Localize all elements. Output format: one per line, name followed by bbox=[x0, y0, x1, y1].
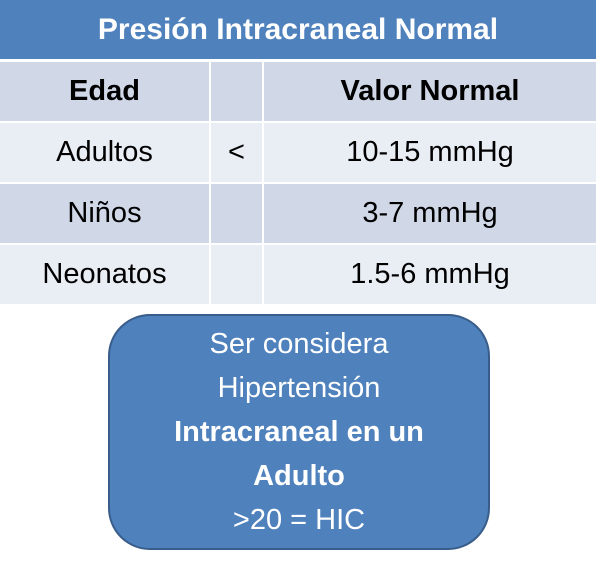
header-operator bbox=[211, 62, 264, 121]
callout-line-5: >20 = HIC bbox=[232, 504, 366, 536]
header-value: Valor Normal bbox=[340, 75, 520, 107]
row-value: 3-7 mmHg bbox=[362, 197, 498, 229]
row-value: 1.5-6 mmHg bbox=[350, 258, 510, 290]
table-row: Niños 3-7 mmHg bbox=[0, 184, 596, 245]
table-header-row: Edad Valor Normal bbox=[0, 62, 596, 123]
row-operator bbox=[211, 184, 264, 243]
header-age: Edad bbox=[0, 62, 211, 121]
row-age: Adultos bbox=[0, 123, 211, 182]
callout-line-4: Adulto bbox=[253, 460, 345, 492]
row-operator: < bbox=[211, 123, 264, 182]
table-title: Presión Intracraneal Normal bbox=[0, 0, 596, 62]
row-age: Neonatos bbox=[0, 245, 211, 304]
row-age: Niños bbox=[0, 184, 211, 243]
row-value: 10-15 mmHg bbox=[346, 136, 514, 168]
callout-line-3: Intracraneal en un bbox=[174, 416, 424, 448]
table-row: Adultos < 10-15 mmHg bbox=[0, 123, 596, 184]
table-row: Neonatos 1.5-6 mmHg bbox=[0, 245, 596, 306]
callout-line-2: Hipertensión bbox=[217, 372, 381, 404]
hypertension-callout: Ser considera Hipertensión Intracraneal … bbox=[108, 314, 490, 550]
pressure-table: Presión Intracraneal Normal Edad Valor N… bbox=[0, 0, 596, 306]
row-operator bbox=[211, 245, 264, 304]
callout-line-1: Ser considera bbox=[209, 328, 389, 360]
